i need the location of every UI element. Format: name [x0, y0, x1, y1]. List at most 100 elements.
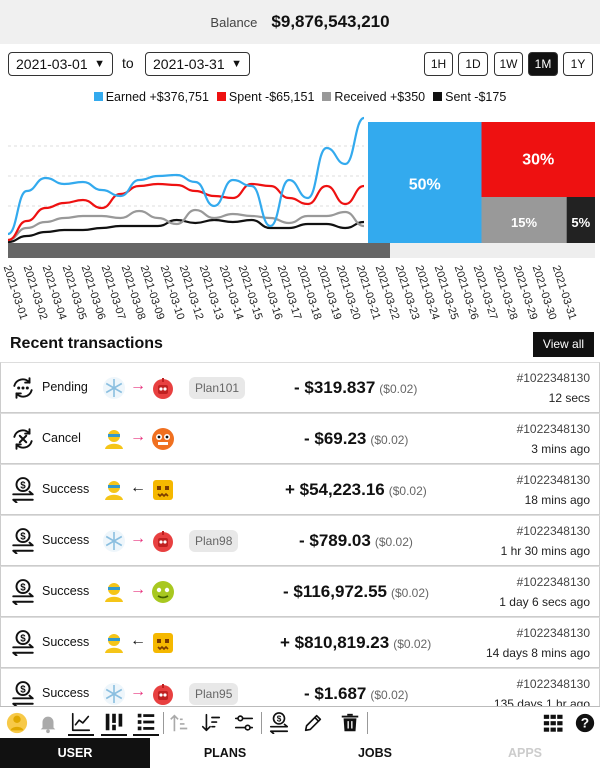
section-title: Recent transactions: [10, 335, 163, 352]
help-icon[interactable]: ?: [572, 710, 598, 736]
yellow-monster-avatar-icon[interactable]: [151, 631, 175, 655]
tab-jobs[interactable]: JOBS: [357, 746, 393, 760]
transaction-row[interactable]: $ Success ← + $810,819.23 ($0.02) #1022348130…: [0, 617, 600, 668]
transaction-id[interactable]: #1022348130: [516, 575, 590, 589]
transaction-time: 1 day 6 secs ago: [499, 595, 590, 609]
date-filter-row: 2021-03-01 ▼ to 2021-03-31 ▼ 1H 1D 1W 1M…: [0, 52, 600, 76]
cancel-icon: [10, 426, 36, 452]
end-date-value: 2021-03-31: [153, 56, 225, 72]
amount-value: - $116,972.55: [283, 582, 387, 601]
x-axis-ticks: 2021-03-01 2021-03-02 2021-03-04 2021-03-05…: [0, 262, 600, 330]
fee-value: ($0.02): [379, 382, 418, 396]
recent-transactions-header: Recent transactions View all: [0, 331, 600, 359]
chevron-down-icon: ▼: [94, 58, 105, 70]
avatar-icon[interactable]: [4, 710, 30, 736]
gold-person-avatar-icon[interactable]: [102, 427, 126, 451]
legend-item[interactable]: Received +$350: [322, 90, 425, 104]
arrow-left-icon: ←: [130, 632, 146, 649]
list-icon[interactable]: [133, 710, 159, 736]
filter-sliders-icon[interactable]: [231, 710, 257, 736]
money-exchange-icon[interactable]: $: [266, 710, 292, 736]
transaction-row[interactable]: $ Success → Plan95 - $1.687 ($0.02) #102234813…: [0, 668, 600, 706]
legend-item[interactable]: Spent -$65,151: [216, 90, 314, 104]
fee-value: ($0.02): [393, 637, 432, 651]
view-all-button[interactable]: View all: [533, 332, 594, 357]
tab-user[interactable]: USER: [0, 738, 150, 768]
transaction-time: 3 mins ago: [531, 442, 590, 456]
treemap-cell-spent[interactable]: [481, 122, 596, 197]
transaction-row[interactable]: $ Success → Plan98 - $789.03 ($0.02) #10223481…: [0, 515, 600, 566]
start-date-value: 2021-03-01: [16, 56, 88, 72]
transaction-row[interactable]: Pending → Plan101 - $319.837 ($0.02) #1022348…: [0, 362, 600, 413]
transaction-id[interactable]: #1022348130: [516, 422, 590, 436]
treemap-cell-sent[interactable]: [566, 197, 595, 247]
balance-value: $9,876,543,210: [271, 12, 390, 31]
trash-icon[interactable]: [337, 710, 363, 736]
legend-item[interactable]: Earned +$376,751: [93, 90, 209, 104]
robot-avatar-icon[interactable]: [151, 376, 175, 400]
transaction-time: 135 days 1 hr ago: [493, 697, 590, 706]
plan-chip[interactable]: Plan98: [189, 530, 239, 552]
transaction-id[interactable]: #1022348130: [516, 371, 590, 385]
range-button-1w[interactable]: 1W: [494, 52, 523, 76]
series-line-spent: [7, 182, 365, 242]
transaction-id[interactable]: #1022348130: [516, 626, 590, 640]
transaction-id[interactable]: #1022348130: [516, 677, 590, 691]
treemap-label: 50%: [409, 177, 441, 194]
yellow-monster-avatar-icon[interactable]: [151, 478, 175, 502]
range-button-1d[interactable]: 1D: [458, 52, 488, 76]
snowflake-avatar-icon[interactable]: [102, 529, 126, 553]
arrow-right-icon: →: [130, 683, 146, 700]
treemap-cell-received[interactable]: [481, 197, 567, 247]
transaction-list: Pending → Plan101- $319.837 ($0.02) #1022348…: [0, 362, 600, 706]
snowflake-avatar-icon[interactable]: [102, 376, 126, 400]
sort-asc-icon: [166, 710, 192, 736]
range-button-1h[interactable]: 1H: [424, 52, 453, 76]
legend-item[interactable]: Sent -$175: [433, 90, 506, 104]
line-chart-icon[interactable]: [68, 710, 94, 736]
fee-value: ($0.02): [388, 484, 427, 498]
transaction-row[interactable]: Cancel → - $69.23 ($0.02) #1022348130 3 mins …: [0, 413, 600, 464]
end-date-select[interactable]: 2021-03-31 ▼: [145, 52, 250, 76]
gold-person-avatar-icon[interactable]: [102, 580, 126, 604]
chart-legend: Earned +$376,751 Spent -$65,151 Received +…: [0, 90, 600, 104]
line-chart: 50% 30% 15% 5%: [7, 116, 596, 247]
success-icon: $: [10, 528, 36, 555]
range-button-1m[interactable]: 1M: [528, 52, 558, 76]
green-face-avatar-icon[interactable]: [151, 580, 175, 604]
transaction-row[interactable]: $ Success ← + $54,223.16 ($0.02) #1022348130 1…: [0, 464, 600, 515]
arrow-right-icon: →: [130, 530, 146, 547]
timeline-scrollbar[interactable]: [8, 243, 595, 258]
start-date-select[interactable]: 2021-03-01 ▼: [8, 52, 113, 76]
gold-person-avatar-icon[interactable]: [102, 478, 126, 502]
legend-label: Earned +$376,751: [105, 90, 209, 104]
timeline-scroll-thumb[interactable]: [8, 243, 390, 258]
svg-text:$: $: [20, 633, 26, 644]
transaction-id[interactable]: #1022348130: [516, 473, 590, 487]
snowflake-avatar-icon[interactable]: [102, 682, 126, 706]
plan-chip[interactable]: Plan101: [189, 377, 246, 399]
status-label: Success: [42, 482, 90, 496]
orange-face-avatar-icon[interactable]: [151, 427, 175, 451]
robot-avatar-icon[interactable]: [151, 682, 175, 706]
treemap-label: 15%: [511, 215, 537, 230]
pen-icon[interactable]: [300, 710, 326, 736]
sort-desc-icon[interactable]: [198, 710, 224, 736]
series-line-received: [7, 208, 365, 242]
transaction-row[interactable]: $ Success → - $116,972.55 ($0.02) #1022348130…: [0, 566, 600, 617]
range-button-1y[interactable]: 1Y: [563, 52, 593, 76]
transaction-id[interactable]: #1022348130: [516, 524, 590, 538]
amount-value: - $1.687: [304, 684, 367, 703]
tab-plans[interactable]: PLANS: [203, 746, 247, 760]
grid-icon[interactable]: [540, 710, 566, 736]
plan-chip[interactable]: Plan95: [189, 683, 239, 705]
success-icon: $: [10, 477, 36, 504]
amount: - $116,972.55 ($0.02): [283, 582, 429, 602]
treemap-cell-earned[interactable]: [368, 122, 482, 247]
gold-person-avatar-icon[interactable]: [102, 631, 126, 655]
robot-avatar-icon[interactable]: [151, 529, 175, 553]
columns-icon[interactable]: [101, 710, 127, 736]
success-icon: $: [10, 630, 36, 657]
legend-label: Received +$350: [334, 90, 426, 104]
arrow-right-icon: →: [130, 581, 146, 598]
